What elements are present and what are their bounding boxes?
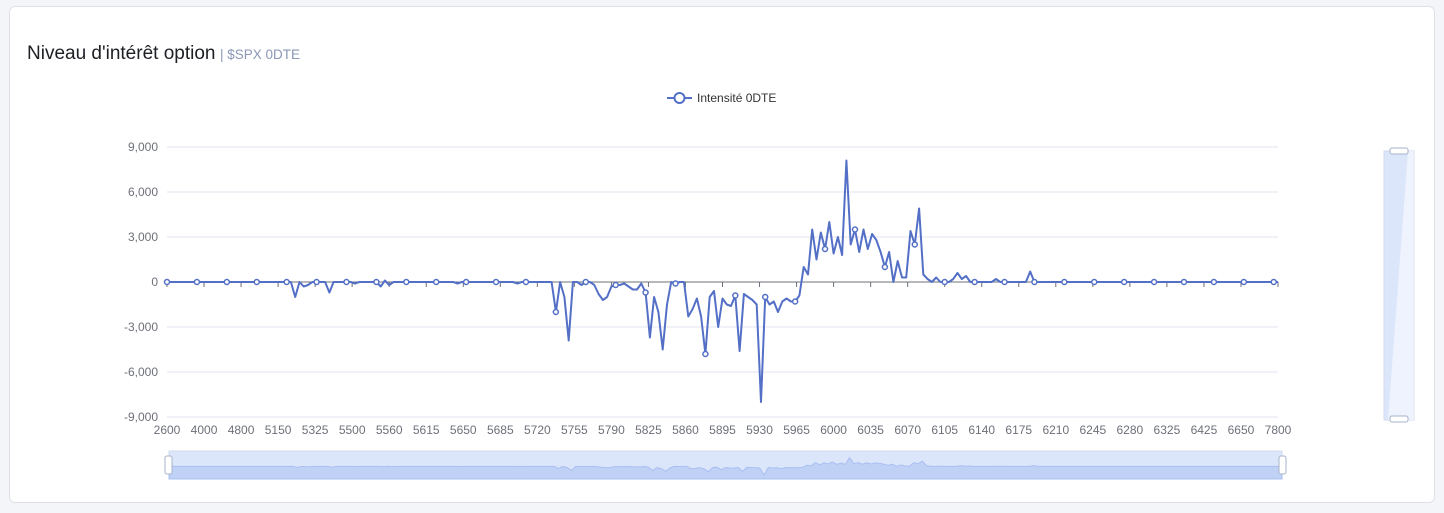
data-point[interactable] [492, 278, 500, 286]
data-point[interactable] [462, 278, 470, 286]
legend[interactable]: Intensité 0DTE [667, 91, 776, 105]
data-point[interactable] [1270, 278, 1277, 286]
x-tick-label: 6070 [894, 423, 921, 437]
data-point[interactable] [223, 278, 231, 286]
data-point[interactable] [283, 278, 290, 286]
x-tick-label: 5560 [376, 423, 403, 437]
data-point[interactable] [1210, 278, 1218, 286]
x-tick-label: 5650 [450, 423, 477, 437]
x-tick-label: 5930 [746, 423, 773, 437]
series-line [167, 159, 1278, 403]
y-tick-label: -3,000 [124, 320, 158, 334]
data-point[interactable] [1150, 278, 1158, 286]
data-point[interactable] [732, 292, 739, 299]
x-zoom-handle-right[interactable] [1278, 455, 1287, 475]
x-tick-label: 5860 [672, 423, 699, 437]
data-point[interactable] [582, 278, 590, 286]
x-zoom-handle-left[interactable] [164, 455, 173, 475]
x-tick-label: 5790 [598, 423, 625, 437]
data-point[interactable] [522, 278, 530, 286]
x-tick-label: 4800 [228, 423, 255, 437]
data-point[interactable] [403, 278, 410, 286]
x-tick-label: 5150 [265, 423, 292, 437]
x-tick-label: 5325 [302, 423, 329, 437]
data-point[interactable] [373, 278, 380, 286]
data-point[interactable] [253, 278, 260, 286]
data-point[interactable] [851, 226, 859, 233]
x-tick-label: 6280 [1117, 423, 1144, 437]
data-point[interactable] [791, 298, 799, 305]
data-point[interactable] [1031, 278, 1038, 286]
data-point[interactable] [612, 281, 619, 289]
x-tick-label: 5685 [487, 423, 514, 437]
data-point[interactable] [672, 280, 679, 287]
data-point[interactable] [642, 289, 649, 296]
title-row: Niveau d'intérêt option | $SPX 0DTE [27, 43, 300, 65]
x-tick-label: 6000 [820, 423, 847, 437]
x-tick-label: 5825 [635, 423, 662, 437]
y-tick-label: 9,000 [128, 140, 158, 154]
y-zoom-preview [1388, 151, 1414, 420]
x-tick-label: 5755 [561, 423, 588, 437]
data-point[interactable] [761, 293, 769, 301]
x-tick-label: 6325 [1154, 423, 1181, 437]
legend-line-circle-icon [667, 92, 692, 104]
chart-subtitle: | $SPX 0DTE [219, 47, 300, 62]
x-tick-label: 4000 [191, 423, 218, 437]
data-point[interactable] [552, 308, 560, 316]
x-tick-label: 6140 [968, 423, 995, 437]
data-point[interactable] [702, 350, 709, 358]
data-point[interactable] [821, 245, 829, 253]
x-tick-label: 5895 [709, 423, 736, 437]
x-tick-label: 6650 [1228, 423, 1255, 437]
chart-card: Niveau d'intérêt option | $SPX 0DTE Inte… [9, 6, 1435, 503]
data-point[interactable] [432, 278, 440, 286]
x-tick-label: 7800 [1265, 423, 1292, 437]
data-point[interactable] [193, 278, 201, 286]
data-point[interactable] [911, 241, 919, 248]
y-tick-label: -6,000 [124, 365, 158, 379]
data-point[interactable] [1001, 278, 1008, 286]
x-tick-label: 6425 [1191, 423, 1218, 437]
x-tick-label: 6210 [1042, 423, 1069, 437]
y-zoom-handle-top[interactable] [1389, 147, 1409, 155]
data-point[interactable] [343, 278, 350, 286]
x-tick-label: 6245 [1079, 423, 1106, 437]
y-tick-label: 6,000 [128, 185, 158, 199]
x-tick-label: 6175 [1005, 423, 1032, 437]
data-point[interactable] [163, 278, 171, 286]
data-point[interactable] [971, 278, 978, 286]
x-tick-label: 5615 [413, 423, 440, 437]
x-tick-label: 5965 [783, 423, 810, 437]
data-point[interactable] [1061, 278, 1068, 286]
x-tick-label: 6105 [931, 423, 958, 437]
x-tick-label: 6035 [857, 423, 884, 437]
data-point[interactable] [881, 263, 889, 271]
y-tick-label: 0 [151, 275, 158, 289]
x-tick-label: 5720 [524, 423, 551, 437]
y-zoom-handle-bottom[interactable] [1389, 415, 1409, 423]
data-point[interactable] [1240, 278, 1248, 286]
data-point[interactable] [313, 278, 320, 286]
x-tick-label: 2600 [154, 423, 181, 437]
data-point[interactable] [1120, 278, 1128, 286]
legend-series-label: Intensité 0DTE [697, 91, 777, 105]
y-tick-label: -9,000 [124, 410, 158, 424]
chart-title: Niveau d'intérêt option [27, 43, 216, 64]
x-tick-label: 5500 [339, 423, 366, 437]
y-tick-label: 3,000 [128, 230, 158, 244]
data-point[interactable] [1091, 278, 1098, 286]
x-zoom-preview [168, 456, 1283, 480]
data-point[interactable] [941, 278, 948, 286]
data-point[interactable] [1180, 278, 1188, 286]
